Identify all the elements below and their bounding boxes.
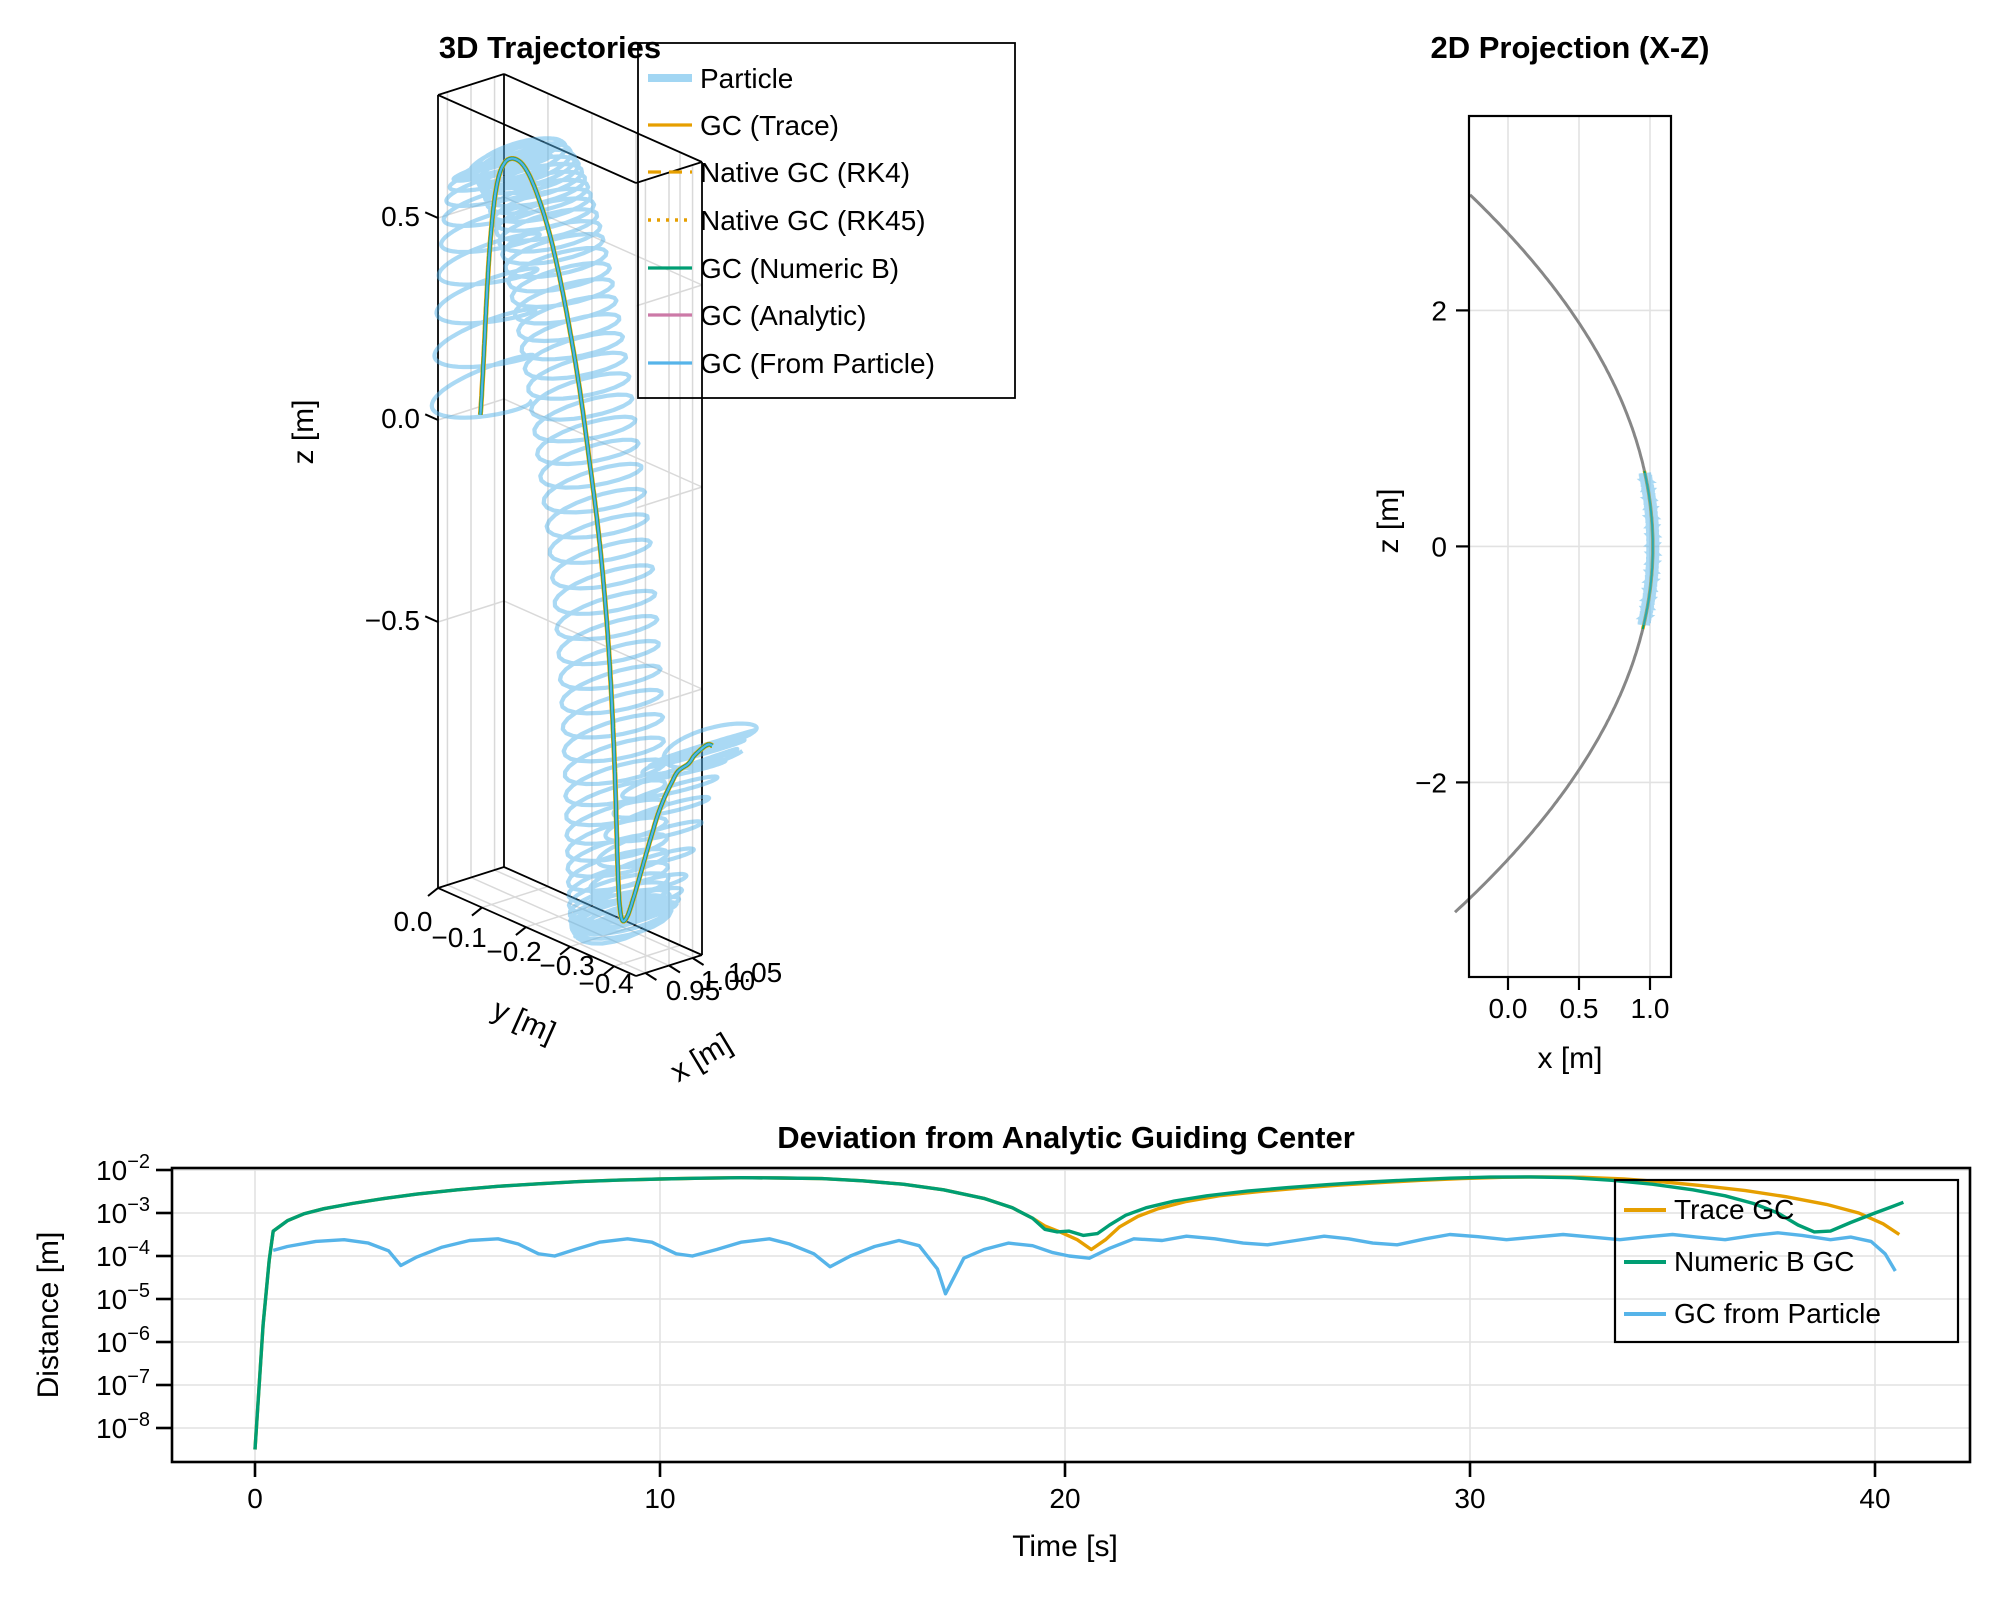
xtick-label: 1.05 xyxy=(728,957,783,988)
legend-item-label: Trace GC xyxy=(1674,1194,1794,1225)
xtick-label-2d: 0.5 xyxy=(1560,993,1599,1024)
ytick-label: −0.1 xyxy=(431,922,486,953)
legend-item: Particle xyxy=(648,63,793,94)
grid-2d xyxy=(1469,116,1671,977)
axis-frame-deviation xyxy=(170,1166,1972,1464)
projection2d-ylabel: z [m] xyxy=(1372,489,1405,554)
xtick-label: 1.00 xyxy=(701,965,756,996)
deviation-xlabel: Time [s] xyxy=(1012,1530,1118,1563)
legend-box-border xyxy=(637,42,1016,399)
projection2d-title: 2D Projection (X-Z) xyxy=(1430,30,1709,65)
xtick-label: 0.95 xyxy=(666,975,721,1006)
ytick-label-deviation: 10−7 xyxy=(96,1366,150,1401)
ytick-label: −0.4 xyxy=(578,968,633,999)
xtick-label-2d: 0.0 xyxy=(1489,993,1528,1024)
trajectories3d-title: 3D Trajectories xyxy=(439,30,661,65)
xtick-label-deviation: 40 xyxy=(1859,1483,1890,1514)
ytick-label-2d: −2 xyxy=(1415,767,1447,798)
legend-item-label: GC (Trace) xyxy=(700,110,839,141)
ytick-label-deviation: 10−2 xyxy=(96,1151,150,1186)
legend-item-label: GC (Numeric B) xyxy=(700,253,899,284)
xtick-label-deviation: 20 xyxy=(1049,1483,1080,1514)
legend-item-label: GC from Particle xyxy=(1674,1298,1881,1329)
legend-item: Numeric B GC xyxy=(1624,1246,1854,1277)
deviation-title: Deviation from Analytic Guiding Center xyxy=(777,1120,1355,1155)
numeric-b-gc-curve xyxy=(253,1175,1905,1450)
trajectories3d-tick-labels: 0.50.0−0.50.0−0.1 −0.2−0.3−0.4 0.951.001.0… xyxy=(365,201,783,1006)
legend-item-label: Native GC (RK45) xyxy=(700,205,926,236)
legend-item-label: Native GC (RK4) xyxy=(700,157,910,188)
xtick-label-deviation: 10 xyxy=(644,1483,675,1514)
ytick-label-2d: 2 xyxy=(1431,295,1447,326)
ytick-label-deviation: 10−4 xyxy=(96,1237,150,1272)
deviation-plot: 10−2 10−3 10−4 10−5 10−6 10−7 10−8 0 10 20 30 40 Tra… xyxy=(96,1151,1972,1514)
ytick-label-deviation: 10−6 xyxy=(96,1323,150,1358)
deviation-ylabel: Distance [m] xyxy=(32,1232,65,1399)
ytick-label-2d: 0 xyxy=(1431,531,1447,562)
gc-from-particle-curve xyxy=(272,1231,1897,1296)
deviation-legend: Trace GC Numeric B GC GC from Particle xyxy=(1613,1178,1960,1344)
xtick-label-deviation: 30 xyxy=(1454,1483,1485,1514)
legend-item: GC from Particle xyxy=(1624,1298,1881,1329)
ticks-3d xyxy=(424,211,705,981)
legend-item: Trace GC xyxy=(1624,1194,1794,1225)
legend-item: GC (Trace) xyxy=(648,110,839,141)
legend-item-label: Particle xyxy=(700,63,793,94)
ytick-label-deviation: 10−3 xyxy=(96,1194,150,1229)
ytick-label: −0.3 xyxy=(539,950,594,981)
legend-item-label: Numeric B GC xyxy=(1674,1246,1854,1277)
xtick-label-2d: 1.0 xyxy=(1631,993,1670,1024)
ztick-label: 0.5 xyxy=(381,201,420,232)
gc-from-particle-line xyxy=(479,157,713,923)
trajectories3d-scene xyxy=(424,73,759,981)
ytick-label-deviation: 10−8 xyxy=(96,1409,150,1444)
ztick-label: −0.5 xyxy=(365,605,420,636)
ztick-label: 0.0 xyxy=(381,403,420,434)
projection2d-plot: 0.0 0.5 1.0 2 0 −2 xyxy=(1415,114,1673,1024)
trajectories3d-legend-background xyxy=(638,43,1015,398)
trajectories3d-zlabel: z [m] xyxy=(287,400,320,465)
legend-box-fill xyxy=(638,43,1015,398)
ytick-label: −0.2 xyxy=(486,936,541,967)
ticks-deviation xyxy=(156,1168,1877,1477)
legend-item: GC (Analytic) xyxy=(648,300,866,331)
grid-deviation xyxy=(172,1168,1970,1462)
legend-item-label: GC (From Particle) xyxy=(700,348,935,379)
ticks-2d xyxy=(1456,309,1652,990)
ytick-label-deviation: 10−5 xyxy=(96,1280,150,1315)
ytick-label: 0.0 xyxy=(394,906,433,937)
legend-item: Native GC (RK4) xyxy=(648,157,910,188)
projection2d-xlabel: x [m] xyxy=(1538,1042,1603,1075)
trajectories3d-legend: Particle GC (Trace) Native GC (RK4) Native … xyxy=(637,42,1016,399)
legend-item: Native GC (RK45) xyxy=(648,205,926,236)
particle-band-2d xyxy=(1635,472,1663,626)
legend-item: GC (Numeric B) xyxy=(648,253,899,284)
legend-box-border xyxy=(1613,1178,1960,1344)
trajectories3d-xlabel: x [m] xyxy=(665,1027,738,1089)
fieldline-2d xyxy=(1453,193,1655,914)
trajectories3d-ylabel: y [m] xyxy=(487,993,560,1050)
legend-item: GC (From Particle) xyxy=(648,348,935,379)
legend-item-label: GC (Analytic) xyxy=(700,300,866,331)
xtick-label-deviation: 0 xyxy=(247,1483,263,1514)
